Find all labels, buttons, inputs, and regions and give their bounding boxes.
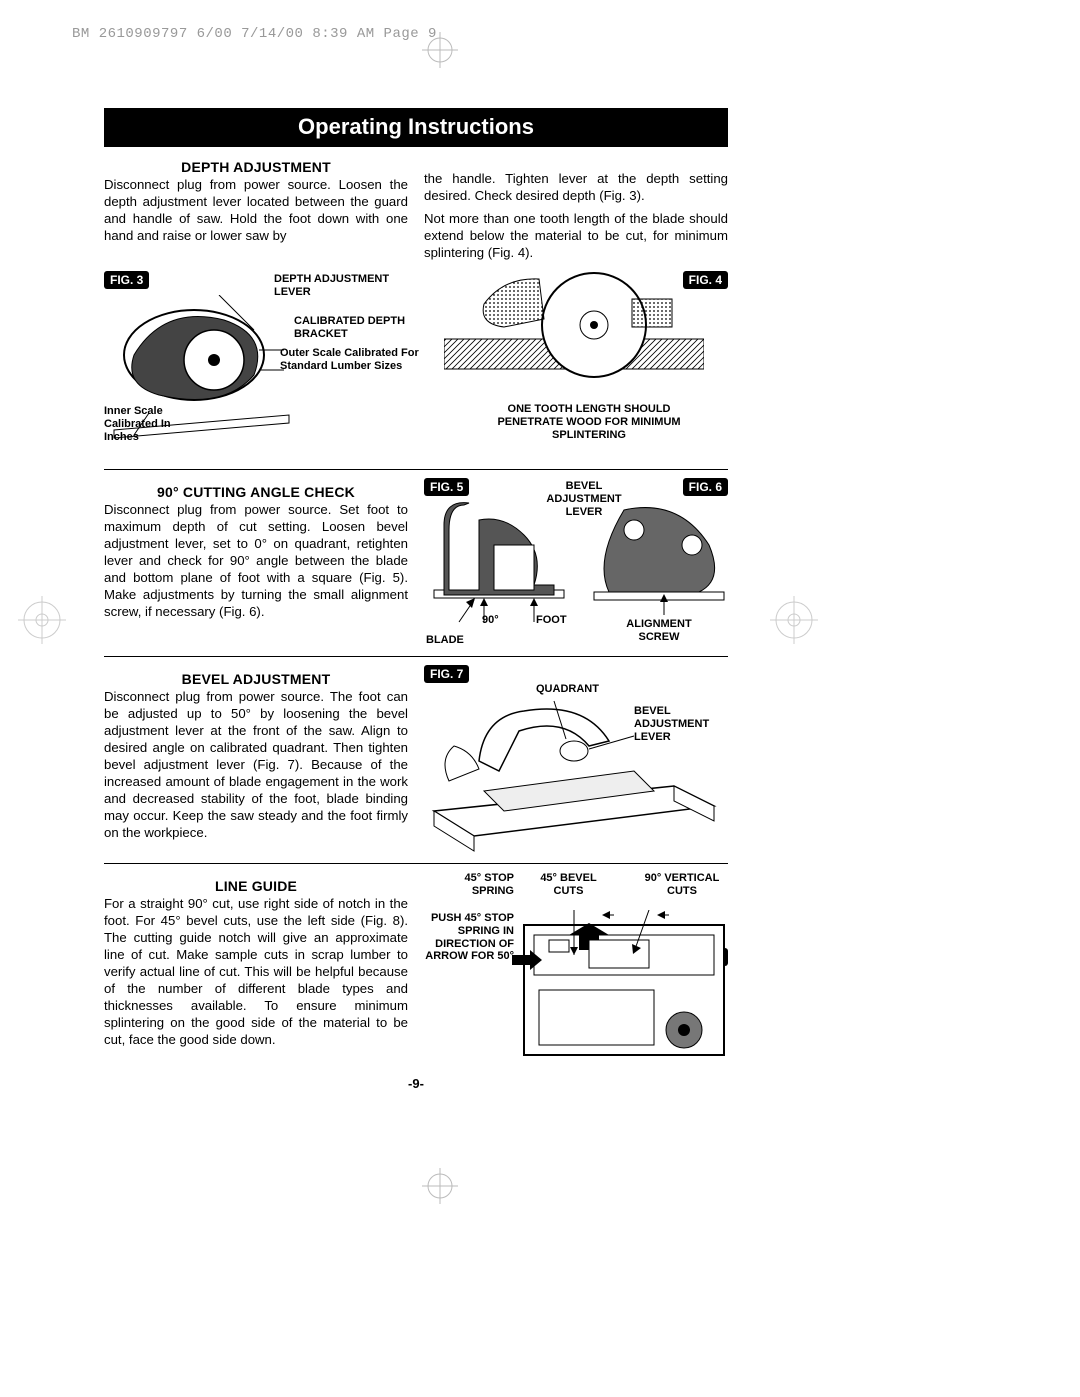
divider-3 <box>104 863 728 864</box>
page-content: Operating Instructions DEPTH ADJUSTMENT … <box>104 108 728 1091</box>
page-number: -9- <box>104 1076 728 1091</box>
fig5-callout-blade: BLADE <box>426 634 464 647</box>
crop-mark-left <box>18 596 66 644</box>
fig3-callout-outer: Outer Scale Calibrated For Standard Lumb… <box>280 347 420 372</box>
page-title: Operating Instructions <box>104 108 728 147</box>
crop-mark-top <box>422 32 458 68</box>
fig7-illustration <box>424 691 724 859</box>
fig6-label: FIG. 6 <box>683 478 728 496</box>
heading-bevel: BEVEL ADJUSTMENT <box>104 671 408 687</box>
heading-depth-adjustment: DEPTH ADJUSTMENT <box>104 159 408 175</box>
fig3-callout-lever: DEPTH ADJUSTMENT LEVER <box>274 273 414 298</box>
divider-1 <box>104 469 728 470</box>
fig3-callout-bracket: CALIBRATED DEPTH BRACKET <box>294 315 414 340</box>
print-header: BM 2610909797 6/00 7/14/00 8:39 AM Page … <box>72 26 437 42</box>
text-depth-right-a: the handle. Tighten lever at the depth s… <box>424 171 728 205</box>
fig4-caption: ONE TOOTH LENGTH SHOULD PENETRATE WOOD F… <box>474 403 704 441</box>
text-bevel: Disconnect plug from power source. The f… <box>104 689 408 841</box>
fig8-arrow-icon <box>512 950 542 973</box>
fig8-callout-push: PUSH 45° STOP SPRING IN DIRECTION OF ARR… <box>424 912 514 963</box>
fig3-label: FIG. 3 <box>104 271 149 289</box>
crop-mark-right <box>770 596 818 644</box>
fig5-callout-angle: 90° <box>482 614 499 627</box>
fig5-callout-foot: FOOT <box>536 614 567 627</box>
heading-angle-check: 90° CUTTING ANGLE CHECK <box>104 484 408 500</box>
fig8-callout-bevel-cuts: 45° BEVEL CUTS <box>536 872 601 897</box>
fig3-callout-inner: Inner Scale Calibrated In Inches <box>104 405 204 443</box>
fig6-callout-screw: ALIGNMENT SCREW <box>609 618 709 643</box>
heading-line-guide: LINE GUIDE <box>104 878 408 894</box>
fig6-illustration <box>589 500 729 633</box>
divider-2 <box>104 656 728 657</box>
text-line-guide: For a straight 90° cut, use right side o… <box>104 896 408 1048</box>
fig8-illustration <box>519 910 729 1063</box>
text-angle-check: Disconnect plug from power source. Set f… <box>104 502 408 620</box>
crop-mark-bottom <box>422 1168 458 1204</box>
fig5-label: FIG. 5 <box>424 478 469 496</box>
text-depth-left: Disconnect plug from power source. Loose… <box>104 177 408 245</box>
fig8-callout-vertical-cuts: 90° VERTICAL CUTS <box>642 872 722 897</box>
text-depth-right-b: Not more than one tooth length of the bl… <box>424 211 728 262</box>
fig7-label: FIG. 7 <box>424 665 469 683</box>
fig8-callout-stop-spring: 45° STOP SPRING <box>444 872 514 897</box>
fig4-illustration <box>444 269 704 412</box>
